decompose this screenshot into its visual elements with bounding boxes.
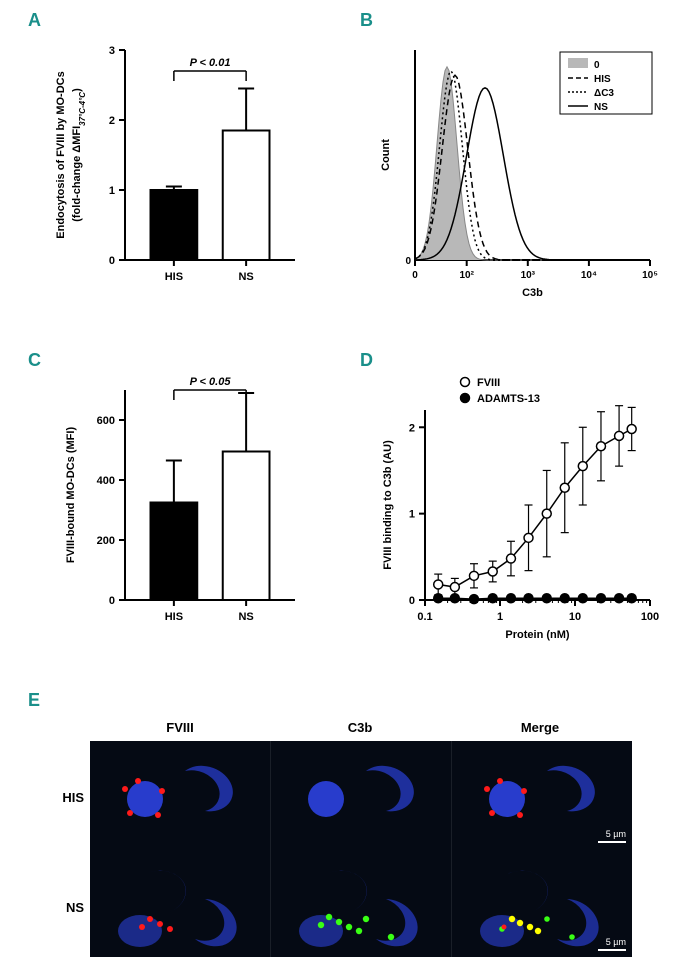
svg-text:FVIII-bound MO-DCs (MFI): FVIII-bound MO-DCs (MFI)	[65, 427, 77, 564]
svg-text:HIS: HIS	[165, 611, 183, 623]
figure-root: A B C D E 0 1 2 3 HIS NS P < 0.01 Endocytosis o…	[0, 0, 682, 965]
panel-e-row-ns: 5 µm	[90, 849, 630, 957]
panel-label-b: B	[360, 10, 373, 31]
svg-text:0: 0	[412, 270, 418, 281]
panel-e-rowlabel-his: HIS	[44, 790, 84, 805]
svg-text:Endocytosis of FVIII by MO-DCs: Endocytosis of FVIII by MO-DCs	[55, 71, 67, 238]
svg-text:FVIII: FVIII	[477, 377, 500, 389]
svg-text:P < 0.01: P < 0.01	[190, 57, 231, 69]
svg-text:0.1: 0.1	[417, 611, 432, 623]
panel-e-row-his: 5 µm	[90, 741, 630, 849]
svg-text:0: 0	[409, 595, 415, 607]
svg-text:1: 1	[497, 611, 503, 623]
panel-a-chart: 0 1 2 3 HIS NS P < 0.01 Endocytosis of FVIII by…	[50, 30, 330, 310]
svg-text:C3b: C3b	[522, 287, 543, 299]
svg-text:0: 0	[594, 60, 600, 71]
micro-his-c3b	[271, 741, 452, 849]
svg-text:HIS: HIS	[594, 74, 611, 85]
scale-bar: 5 µm	[598, 829, 626, 843]
svg-text:0: 0	[109, 255, 115, 267]
svg-text:2: 2	[409, 422, 415, 434]
micro-ns-c3b	[271, 849, 452, 957]
svg-text:600: 600	[97, 415, 115, 427]
panel-e-column-headers: FVIII C3b Merge	[90, 720, 630, 741]
panel-e-rowlabel-ns: NS	[44, 900, 84, 915]
panel-e-col-merge: Merge	[450, 720, 630, 741]
svg-text:10: 10	[569, 611, 581, 623]
micro-his-fviii	[90, 741, 271, 849]
svg-text:200: 200	[97, 535, 115, 547]
panel-b-chart: 010²10³10⁴10⁵C3bCount00HISΔC3NS	[370, 30, 670, 310]
micro-his-merge: 5 µm	[452, 741, 632, 849]
micro-ns-merge: 5 µm	[452, 849, 632, 957]
panel-e-col-c3b: C3b	[270, 720, 450, 741]
panel-c-chart: 0 200 400 600 HIS NS P < 0.05 FVIII-bound MO-DC…	[50, 370, 330, 650]
micro-ns-fviii	[90, 849, 271, 957]
svg-text:NS: NS	[238, 611, 253, 623]
panel-label-d: D	[360, 350, 373, 371]
svg-text:10²: 10²	[459, 270, 474, 281]
svg-text:NS: NS	[238, 271, 253, 283]
svg-text:FVIII binding to C3b (AU): FVIII binding to C3b (AU)	[382, 440, 394, 570]
panel-e-grid: FVIII C3b Merge 5 µm	[90, 720, 630, 957]
svg-text:Count: Count	[380, 139, 392, 171]
svg-text:1: 1	[409, 509, 415, 521]
svg-text:1: 1	[109, 185, 115, 197]
svg-text:NS: NS	[594, 102, 608, 113]
svg-text:100: 100	[641, 611, 659, 623]
svg-text:(fold-change ΔMFI37°C-4°C): (fold-change ΔMFI37°C-4°C)	[71, 88, 87, 222]
svg-text:2: 2	[109, 115, 115, 127]
panel-label-e: E	[28, 690, 40, 711]
svg-text:400: 400	[97, 475, 115, 487]
svg-text:10⁵: 10⁵	[642, 270, 658, 281]
svg-text:10⁴: 10⁴	[581, 270, 597, 281]
svg-text:HIS: HIS	[165, 271, 183, 283]
panel-label-c: C	[28, 350, 41, 371]
svg-text:ADAMTS-13: ADAMTS-13	[477, 393, 540, 405]
svg-text:3: 3	[109, 45, 115, 57]
svg-text:Protein (nM): Protein (nM)	[505, 629, 569, 641]
panel-e-col-fviii: FVIII	[90, 720, 270, 741]
panel-d-chart: 0 1 2 0.1 1 10 100 Protein (nM) FVIII binding to…	[370, 370, 670, 650]
svg-text:10³: 10³	[521, 270, 536, 281]
svg-text:0: 0	[405, 256, 411, 267]
panel-label-a: A	[28, 10, 41, 31]
scale-bar: 5 µm	[598, 937, 626, 951]
svg-text:P < 0.05: P < 0.05	[190, 376, 232, 388]
svg-text:0: 0	[109, 595, 115, 607]
svg-text:ΔC3: ΔC3	[594, 88, 614, 99]
